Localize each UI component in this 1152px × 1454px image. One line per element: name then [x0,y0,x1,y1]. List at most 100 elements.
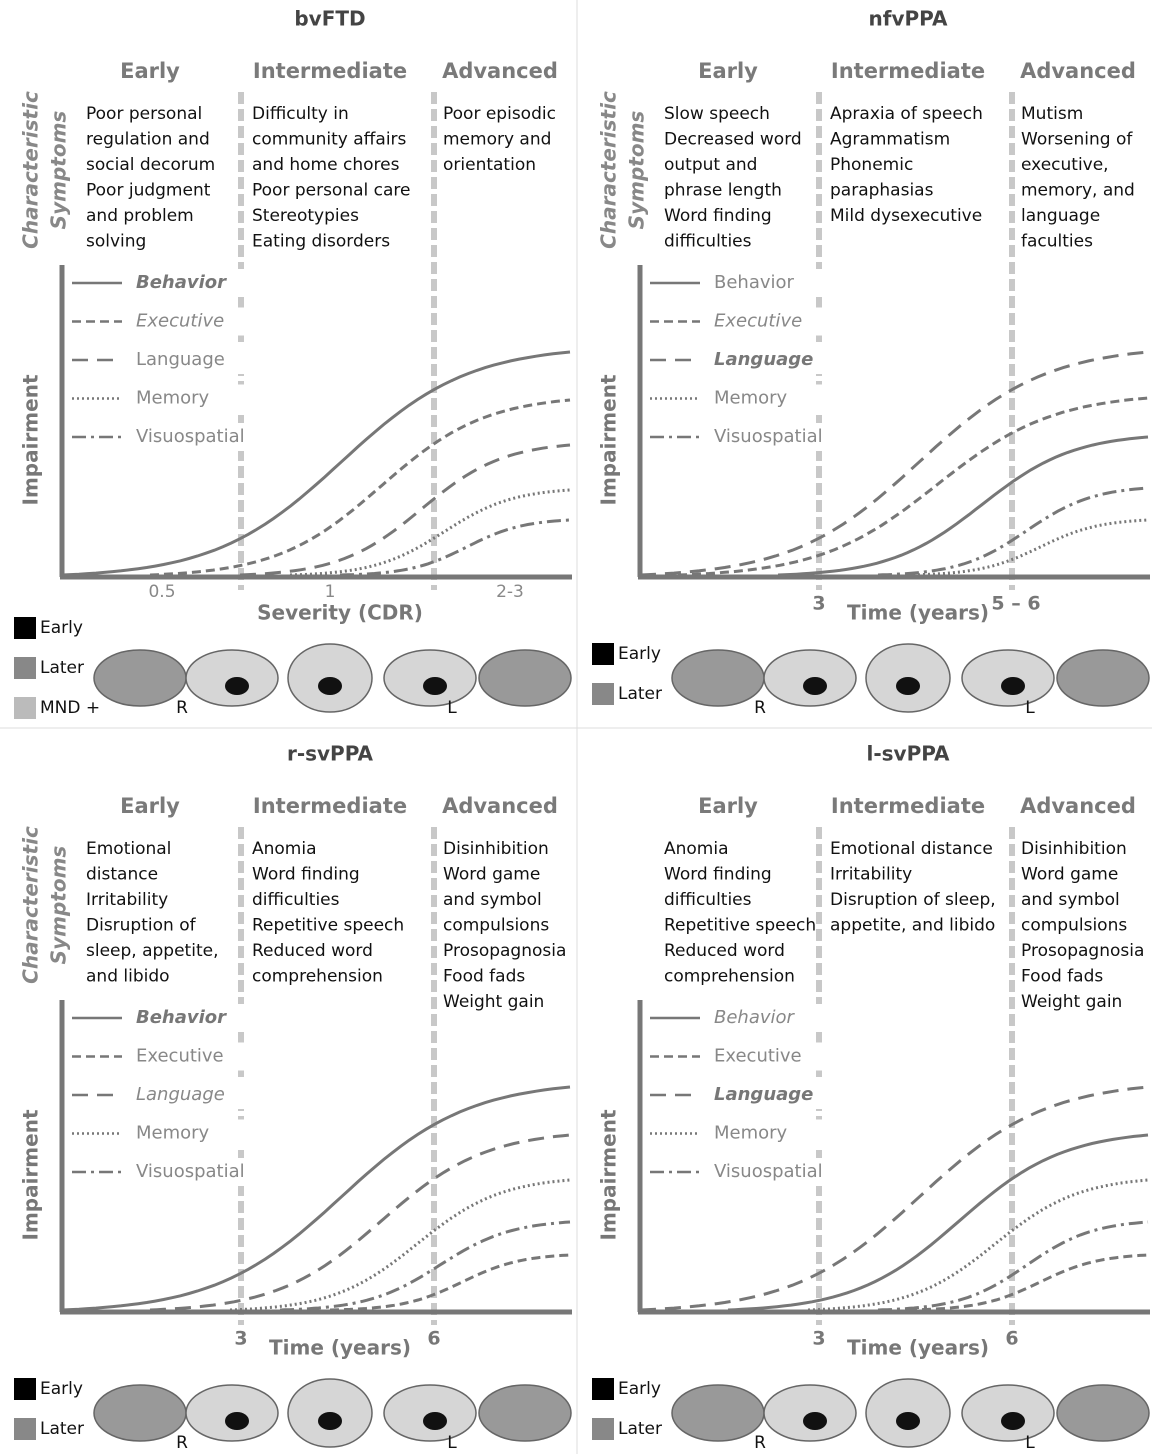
symptom: language [1021,206,1100,226]
impairment-curve [908,1255,1148,1310]
x-tick-label: 3 [234,1328,247,1350]
symptom: distance [86,865,158,885]
brain-image [94,1385,186,1441]
legend-box [14,1418,36,1440]
symptom: Poor personal care [252,181,411,201]
x-tick-label: 2-3 [496,582,524,602]
legend-label: Memory [136,388,210,409]
legend-label: Behavior [136,272,227,293]
symptom: comprehension [664,967,795,987]
symptom: Word game [443,865,540,885]
x-axis-label: Time (years) [847,1336,989,1360]
legend-label: Executive [136,1046,224,1067]
stage-header: Intermediate [253,59,407,83]
symptom: comprehension [252,967,383,987]
legend-label: Executive [714,1046,802,1067]
symptom: Slow speech [664,104,770,124]
brain-image [479,650,571,706]
symptom: and symbol [443,890,542,910]
hemisphere-label: R [754,698,766,718]
symptom: Mutism [1021,104,1083,124]
symptom: Prosopagnosia [1021,941,1144,961]
symptom: phrase length [664,181,782,201]
symptoms-label: Symptoms [47,846,71,965]
brain-legend-label: Later [40,658,84,678]
x-axis-label: Severity (CDR) [257,601,423,625]
legend-label: Memory [714,388,788,409]
legend-label: Executive [136,311,224,332]
impairment-curve [778,437,1148,575]
hemisphere-label: R [754,1433,766,1453]
legend-label: Memory [136,1123,210,1144]
hemisphere-label: R [176,1433,188,1453]
legend-box [592,1378,614,1400]
brain-legend-label: Early [40,618,83,638]
hemisphere-label: L [447,1433,457,1453]
legend-box [14,697,36,719]
brain-region [803,1412,827,1430]
symptom: Weight gain [443,992,544,1012]
legend-label: Visuospatial [714,426,823,447]
symptoms-label: Characteristic [597,91,621,249]
panel-title: nfvPPA [869,7,948,31]
symptom: Repetitive speech [664,916,816,936]
symptom: memory, and [1021,181,1135,201]
y-axis-label: Impairment [19,1109,43,1240]
symptom: Difficulty in [252,104,349,124]
hemisphere-label: L [1025,1433,1035,1453]
y-axis-label: Impairment [19,374,43,505]
brain-region [896,677,920,695]
x-tick-label: 6 [1005,1328,1018,1350]
brain-region [803,677,827,695]
symptom: orientation [443,155,536,175]
brain-image [672,650,764,706]
brain-region [896,1412,920,1430]
symptom: output and [664,155,757,175]
brain-image [479,1385,571,1441]
symptom: Word finding [252,865,360,885]
stage-header: Intermediate [253,794,407,818]
brain-region [423,677,447,695]
symptom: Emotional [86,839,171,859]
brain-image [672,1385,764,1441]
legend-label: Visuospatial [714,1161,823,1182]
stage-header: Intermediate [831,59,985,83]
brain-image [94,650,186,706]
x-tick-label: 3 [812,1328,825,1350]
impairment-curve [340,520,570,575]
brain-legend-label: Later [618,1419,662,1439]
symptom: Weight gain [1021,992,1122,1012]
hemisphere-label: L [447,698,457,718]
symptom: difficulties [664,890,752,910]
panel-title: r-svPPA [287,742,374,766]
symptom: Apraxia of speech [830,104,983,124]
brain-region [225,677,249,695]
symptom: Decreased word [664,130,802,150]
symptoms-label: Symptoms [625,111,649,230]
figure: bvFTDEarlyIntermediateAdvancedCharacteri… [0,0,1152,1454]
symptom: Word finding [664,865,772,885]
legend-label: Behavior [136,1007,227,1028]
x-axis-label: Time (years) [269,1336,411,1360]
impairment-curve [908,520,1148,575]
symptom: and symbol [1021,890,1120,910]
stage-header: Advanced [442,59,558,83]
brain-legend-label: Early [618,1379,661,1399]
symptom: executive, [1021,155,1109,175]
x-tick-label: 6 [427,1328,440,1350]
legend-box [592,1418,614,1440]
symptom: faculties [1021,232,1093,252]
x-tick-label: 0.5 [148,582,175,602]
symptom: and libido [86,967,170,987]
x-tick-label: 1 [325,582,336,602]
symptom: Disruption of [86,916,197,936]
legend-label: Language [714,1084,813,1105]
y-axis-label: Impairment [597,374,621,505]
legend-label: Memory [714,1123,788,1144]
stage-header: Advanced [442,794,558,818]
symptom: sleep, appetite, [86,941,218,961]
symptom: Poor personal [86,104,202,124]
symptom: compulsions [443,916,549,936]
symptoms-label: Symptoms [47,111,71,230]
